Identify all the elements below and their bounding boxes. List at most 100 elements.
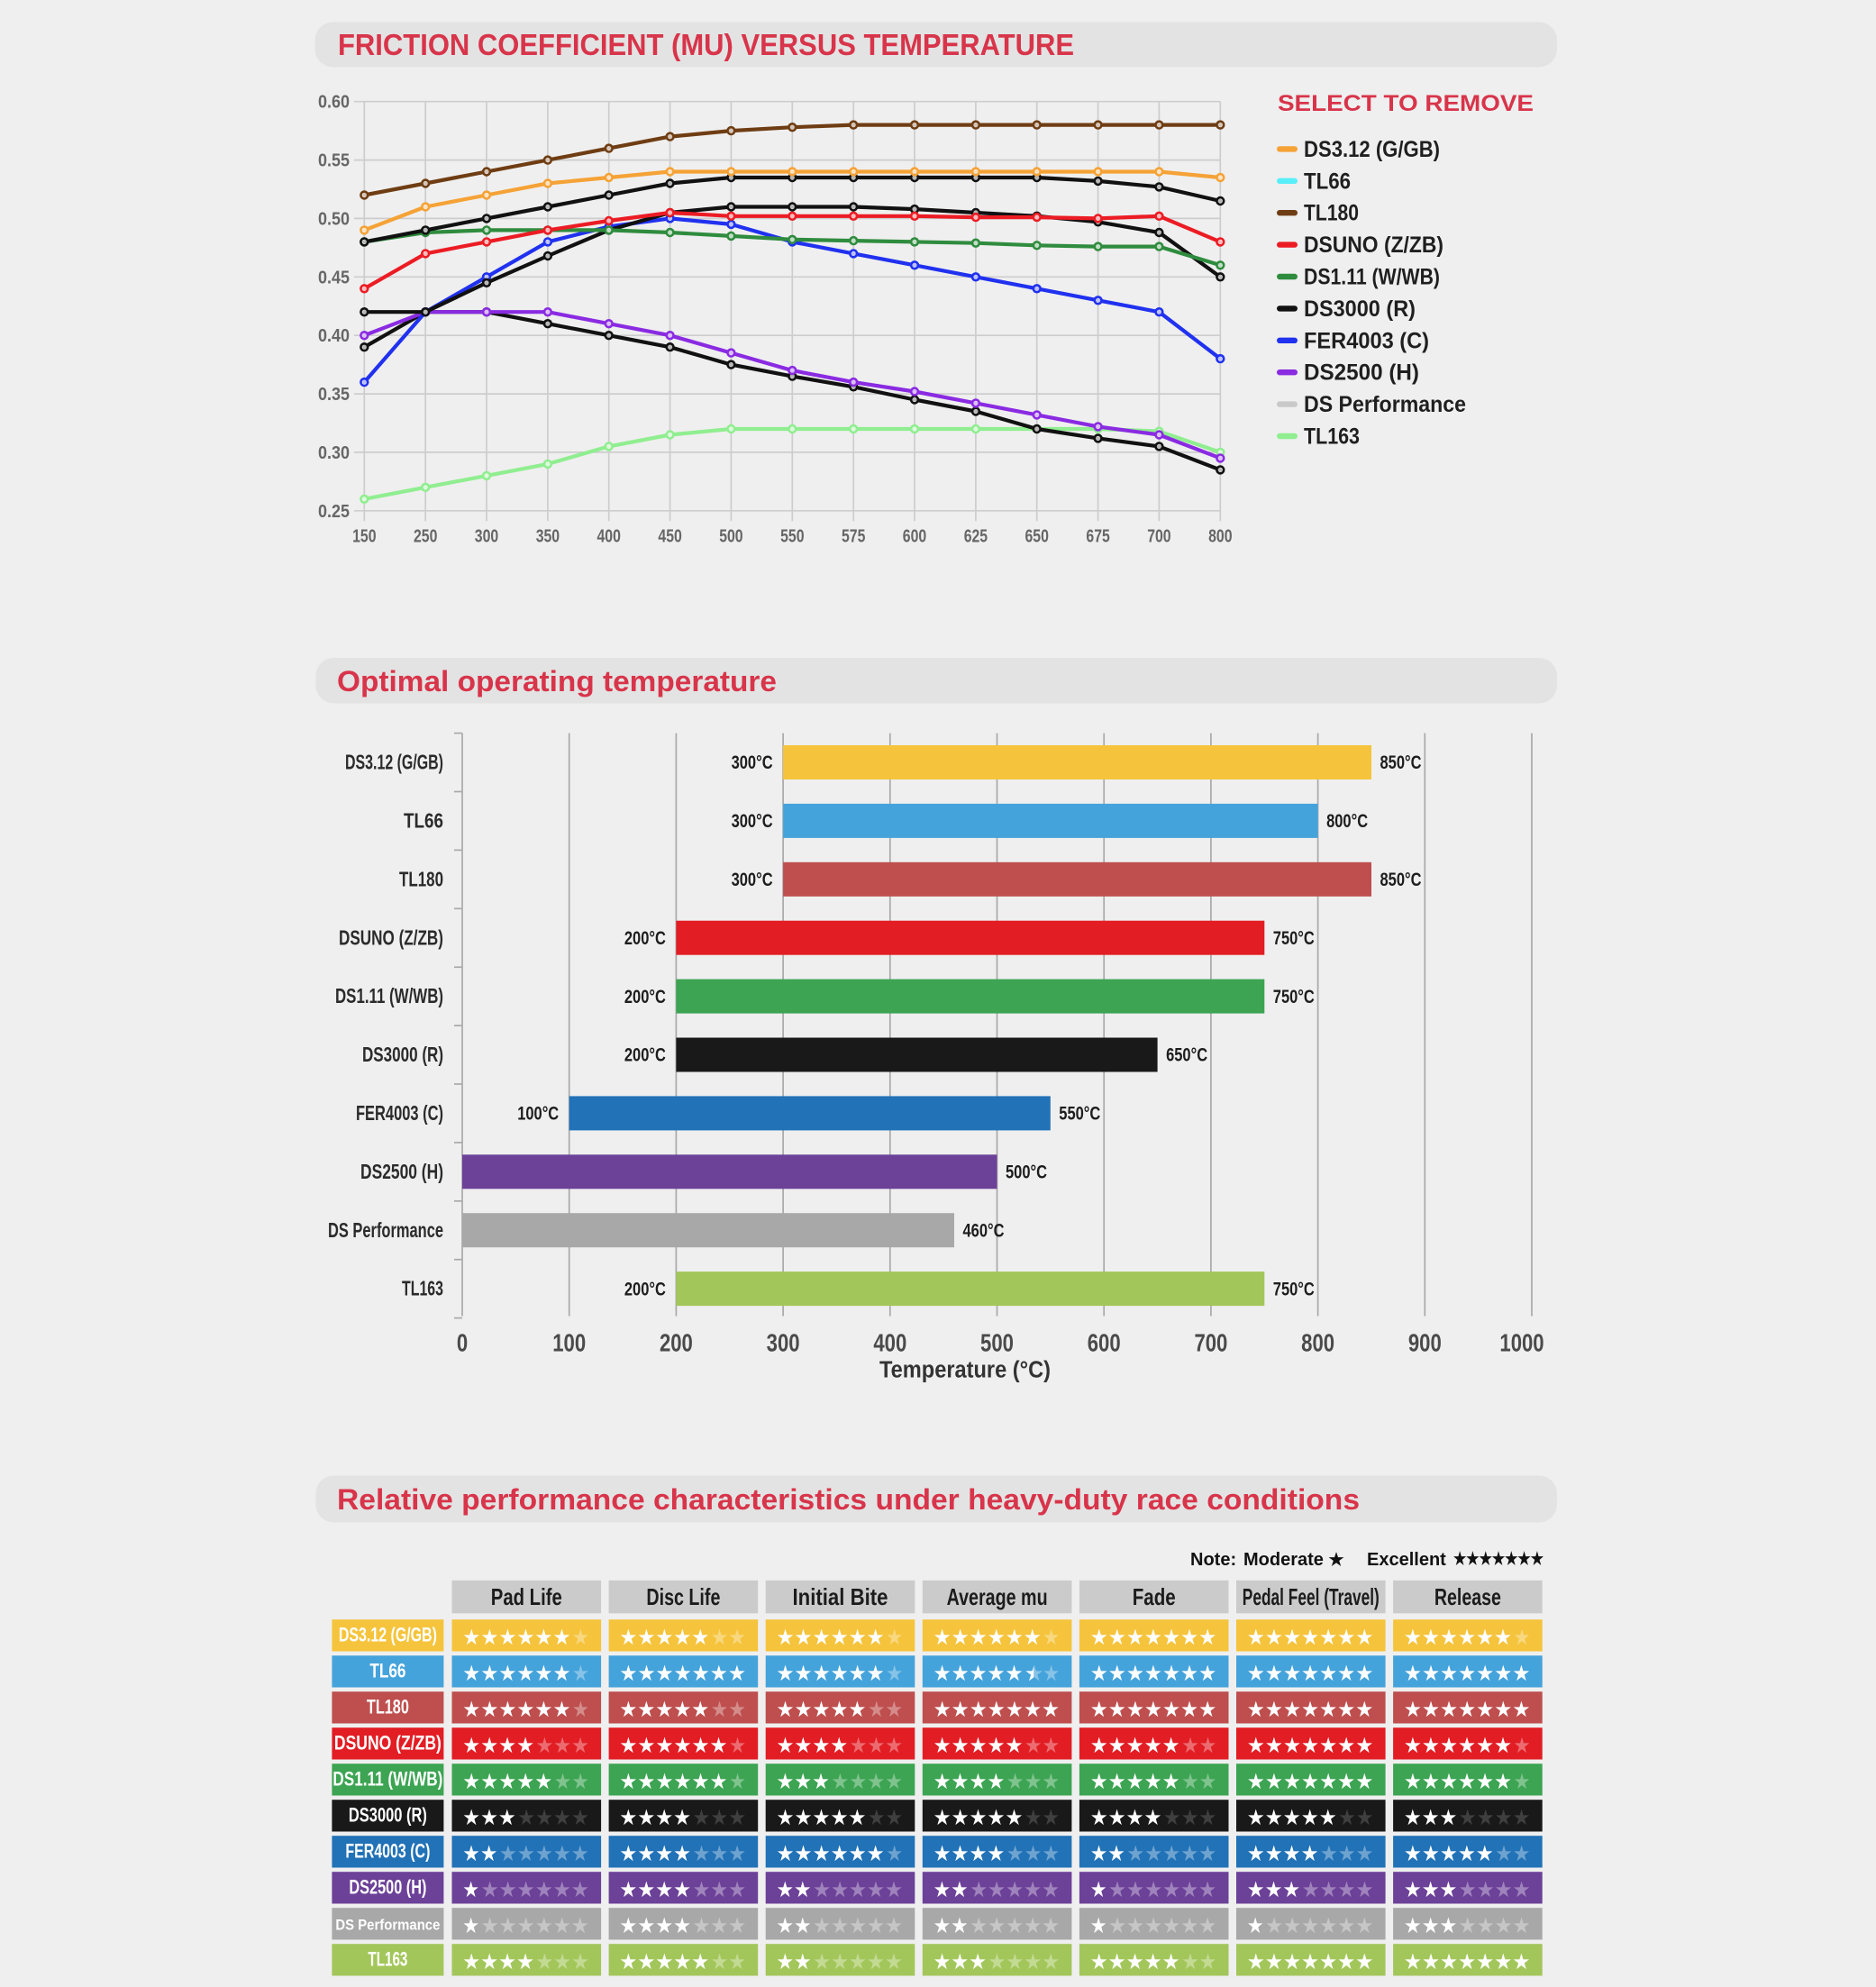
svg-text:500: 500 <box>719 526 742 546</box>
svg-text:TL180: TL180 <box>1304 201 1359 226</box>
svg-text:550°C: 550°C <box>1059 1103 1100 1125</box>
svg-text:DS2500 (H): DS2500 (H) <box>360 1160 443 1183</box>
svg-text:DS3000 (R): DS3000 (R) <box>362 1043 443 1066</box>
svg-text:★★★★★★: ★★★★★★ <box>1404 1770 1512 1794</box>
svg-text:★★★★: ★★★★ <box>619 1842 691 1866</box>
svg-text:★★: ★★ <box>777 1914 812 1938</box>
svg-text:★★: ★★ <box>868 1698 903 1722</box>
svg-text:★★: ★★ <box>711 1950 746 1974</box>
svg-text:★★★★★★: ★★★★★★ <box>1265 1914 1373 1938</box>
svg-text:★★: ★★ <box>711 1698 746 1722</box>
svg-text:★★★★: ★★★★ <box>933 1770 1006 1794</box>
svg-text:★★: ★★ <box>462 1842 497 1866</box>
svg-text:650: 650 <box>1025 526 1049 546</box>
svg-text:0.60: 0.60 <box>318 93 350 113</box>
svg-text:★★★★★: ★★★★★ <box>499 1842 589 1866</box>
svg-text:★★★★★: ★★★★★ <box>933 1734 1024 1758</box>
svg-text:700: 700 <box>1194 1329 1227 1357</box>
svg-text:★★★★: ★★★★ <box>831 1770 903 1794</box>
svg-text:★★: ★★ <box>1181 1770 1216 1794</box>
svg-text:100°C: 100°C <box>517 1103 559 1125</box>
svg-text:★★★★★: ★★★★★ <box>1090 1734 1180 1758</box>
svg-text:200: 200 <box>660 1329 693 1357</box>
svg-text:SELECT TO REMOVE: SELECT TO REMOVE <box>1278 91 1534 116</box>
svg-text:★★★★★: ★★★★★ <box>1090 1950 1180 1974</box>
svg-text:★★★★★★: ★★★★★★ <box>1108 1914 1216 1938</box>
svg-text:★: ★ <box>1090 1914 1107 1938</box>
svg-text:★★★: ★★★ <box>1247 1878 1300 1902</box>
svg-text:800: 800 <box>1208 526 1232 546</box>
svg-text:★★: ★★ <box>1181 1950 1216 1974</box>
svg-text:★★: ★★ <box>868 1806 903 1830</box>
svg-text:★: ★ <box>1514 1734 1531 1758</box>
svg-text:★★★★: ★★★★ <box>933 1842 1006 1866</box>
svg-text:DS2500 (H): DS2500 (H) <box>1304 360 1419 386</box>
svg-text:★: ★ <box>886 1626 903 1650</box>
svg-text:FER4003 (C): FER4003 (C) <box>345 1840 430 1863</box>
svg-text:★: ★ <box>729 1734 746 1758</box>
svg-text:300°C: 300°C <box>732 869 773 890</box>
svg-text:1000: 1000 <box>1499 1329 1544 1357</box>
svg-text:★★★★★★: ★★★★★★ <box>1404 1734 1512 1758</box>
svg-text:700: 700 <box>1147 526 1170 546</box>
svg-text:★★★: ★★★ <box>1320 1842 1373 1866</box>
svg-text:★: ★ <box>1247 1914 1264 1938</box>
svg-text:★★★: ★★★ <box>536 1950 589 1974</box>
svg-text:Optimal operating temperature: Optimal operating temperature <box>337 665 777 697</box>
svg-text:Pedal Feel (Travel): Pedal Feel (Travel) <box>1243 1583 1380 1610</box>
svg-text:★★★★: ★★★★ <box>777 1734 849 1758</box>
svg-text:★: ★ <box>729 1770 746 1794</box>
svg-text:DS3.12 (G/GB): DS3.12 (G/GB) <box>339 1624 437 1646</box>
svg-text:★★★★★: ★★★★★ <box>777 1698 867 1722</box>
svg-text:DSUNO (Z/ZB): DSUNO (Z/ZB) <box>339 925 443 949</box>
svg-text:850°C: 850°C <box>1380 752 1422 773</box>
svg-text:300°C: 300°C <box>732 752 773 773</box>
svg-text:★: ★ <box>572 1698 589 1722</box>
svg-text:★★: ★★ <box>1338 1806 1373 1830</box>
svg-text:200°C: 200°C <box>624 986 666 1007</box>
svg-text:★★★★★★: ★★★★★★ <box>619 1734 727 1758</box>
svg-text:★: ★ <box>572 1626 589 1650</box>
svg-text:★★★: ★★★ <box>693 1842 746 1866</box>
svg-text:250: 250 <box>414 526 437 546</box>
svg-text:150: 150 <box>352 526 376 546</box>
svg-text:Temperature (°C): Temperature (°C) <box>879 1358 1051 1383</box>
svg-text:600: 600 <box>1088 1329 1121 1357</box>
svg-text:★: ★ <box>462 1914 479 1938</box>
svg-text:★★★: ★★★ <box>850 1734 903 1758</box>
svg-text:750°C: 750°C <box>1273 986 1315 1007</box>
svg-text:★★★★★: ★★★★★ <box>619 1626 709 1650</box>
svg-text:★★★★: ★★★★ <box>988 1950 1061 1974</box>
svg-text:★★★★★★★: ★★★★★★★ <box>1090 1698 1217 1722</box>
svg-text:100: 100 <box>552 1329 586 1357</box>
svg-text:★★★★★★★: ★★★★★★★ <box>619 1662 746 1686</box>
svg-text:Relative performance character: Relative performance characteristics und… <box>337 1483 1360 1516</box>
svg-text:★★★★★: ★★★★★ <box>813 1914 903 1938</box>
svg-text:750°C: 750°C <box>1273 1278 1315 1299</box>
svg-text:200°C: 200°C <box>624 1278 666 1299</box>
svg-text:Fade: Fade <box>1133 1583 1176 1610</box>
svg-text:DS3.12 (G/GB): DS3.12 (G/GB) <box>345 751 443 774</box>
svg-text:FER4003 (C): FER4003 (C) <box>1304 328 1429 353</box>
svg-text:★★★★★★: ★★★★★★ <box>777 1626 885 1650</box>
svg-text:★★: ★★ <box>777 1950 812 1974</box>
svg-text:DS3000 (R): DS3000 (R) <box>349 1804 427 1827</box>
svg-text:DSUNO (Z/ZB): DSUNO (Z/ZB) <box>1304 232 1443 258</box>
svg-text:575: 575 <box>842 526 865 546</box>
svg-text:200°C: 200°C <box>624 927 666 949</box>
svg-text:★★★★★: ★★★★★ <box>933 1806 1024 1830</box>
svg-text:★★★★: ★★★★ <box>1459 1914 1531 1938</box>
svg-text:★: ★ <box>886 1662 903 1686</box>
svg-text:Average mu: Average mu <box>947 1583 1048 1610</box>
svg-text:★★★★★★★: ★★★★★★★ <box>1090 1626 1217 1650</box>
svg-text:★★★: ★★★ <box>693 1914 746 1938</box>
svg-text:★★★: ★★★ <box>536 1734 589 1758</box>
svg-text:0.35: 0.35 <box>318 385 350 405</box>
svg-text:★: ★ <box>1328 1551 1343 1570</box>
svg-text:Disc Life: Disc Life <box>646 1583 720 1610</box>
svg-text:500: 500 <box>980 1329 1014 1357</box>
svg-text:DSUNO (Z/ZB): DSUNO (Z/ZB) <box>334 1732 442 1755</box>
svg-text:★: ★ <box>1025 1662 1044 1686</box>
svg-text:★: ★ <box>1043 1662 1060 1686</box>
svg-text:★★★: ★★★ <box>1404 1914 1457 1938</box>
